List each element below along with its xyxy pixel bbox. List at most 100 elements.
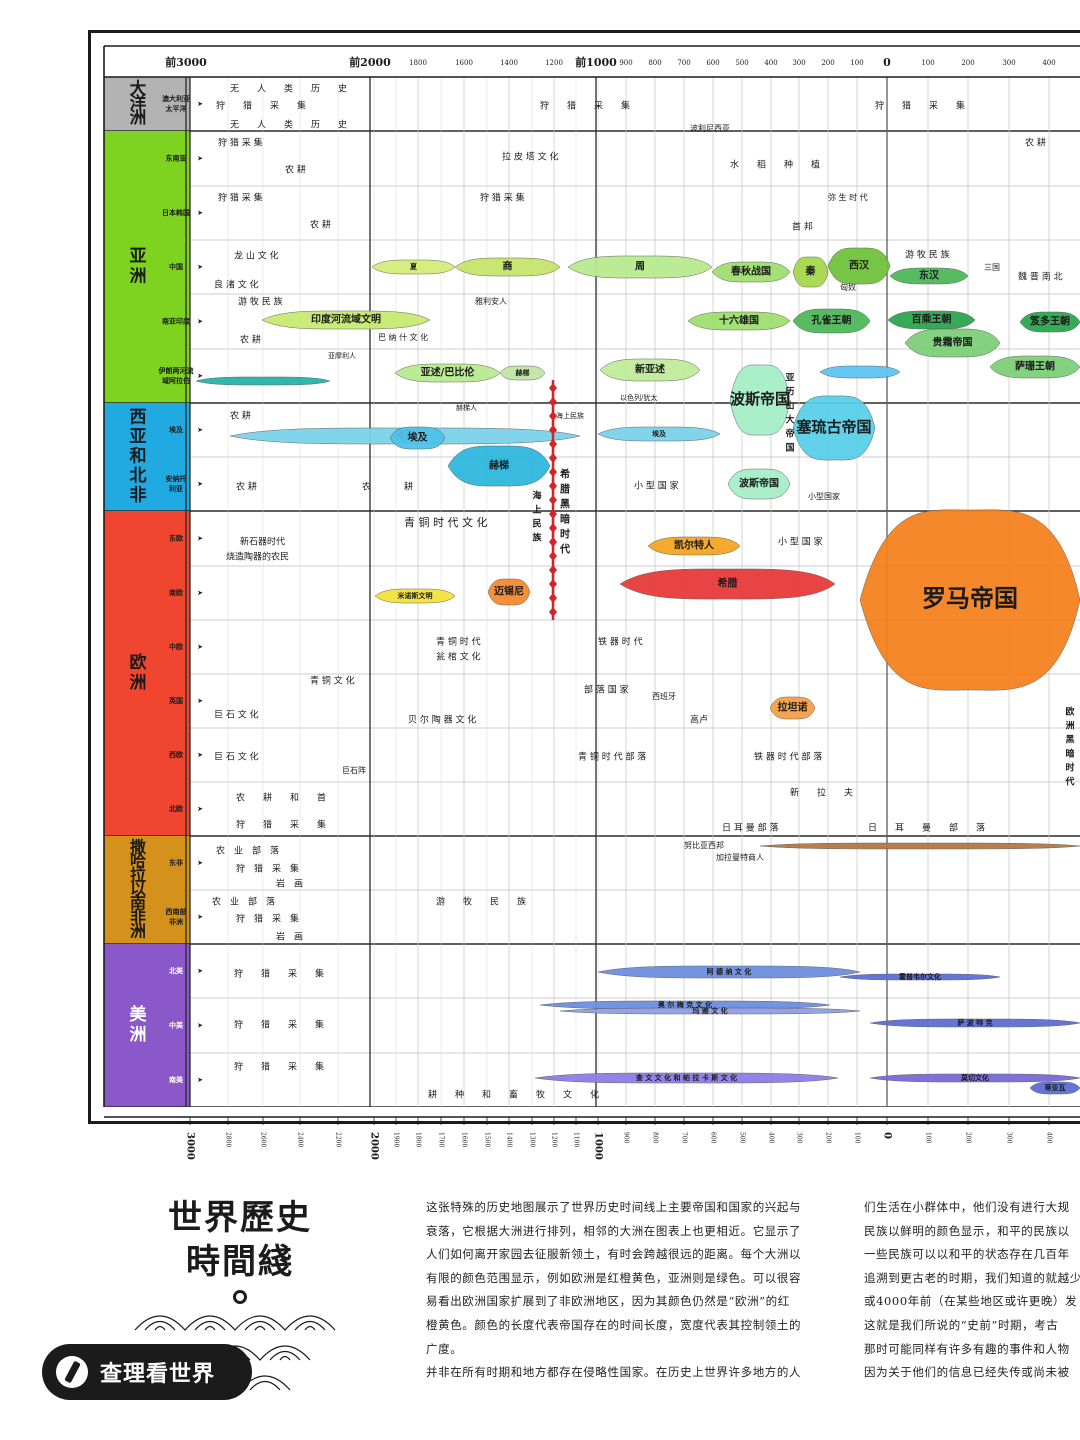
chart-annotation: 游 牧 民 族 bbox=[905, 249, 950, 261]
migration-arrow-icon: ➤ bbox=[197, 372, 203, 380]
continent-band bbox=[104, 77, 190, 131]
top-axis-tick-label: 400 bbox=[1042, 59, 1055, 67]
region-label: 澳大利亚 bbox=[162, 94, 190, 103]
continent-name-char: 洲 bbox=[130, 922, 146, 941]
chart-annotation: 亚摩利人 bbox=[328, 351, 356, 360]
chart-annotation: 岩 画 bbox=[276, 878, 303, 890]
chart-annotation: 农 耕 bbox=[1025, 137, 1046, 149]
polity-guishuang-label: 贵霜帝国 bbox=[933, 336, 973, 349]
top-axis-tick-label: 200 bbox=[961, 59, 974, 67]
migration-arrow-icon: ➤ bbox=[197, 697, 203, 705]
chart-annotation: 弥 生 时 代 bbox=[828, 192, 868, 202]
polity-tiwanaku bbox=[1029, 1081, 1080, 1095]
dark-age-diamond bbox=[549, 411, 557, 421]
dark-age-diamond bbox=[549, 523, 557, 533]
chart-annotation: 三国 bbox=[984, 263, 1000, 272]
chart-annotation: 无 人 类 历 史 bbox=[230, 119, 347, 131]
vertical-annotation-char: 民 bbox=[532, 519, 541, 530]
vertical-annotation-char: 帝 bbox=[785, 428, 794, 440]
desc-line: 那时可能同样有许多有趣的事件和人物 bbox=[864, 1341, 1070, 1356]
polity-neoassyria bbox=[599, 358, 701, 382]
polity-hittite-east-label: 赫梯 bbox=[516, 368, 530, 377]
bottom-axis-tick-label: 1000 bbox=[593, 1132, 604, 1160]
vertical-annotation-char: 时 bbox=[560, 528, 570, 541]
bottom-axis-tick-label: 1900 bbox=[393, 1132, 400, 1147]
continent-band bbox=[104, 511, 190, 836]
polity-chavin-label: 查 文 文 化 和 帕 拉 卡 斯 文 化 bbox=[636, 1073, 737, 1082]
polity-persia2-label: 波斯帝国 bbox=[739, 477, 779, 490]
dark-age-diamond bbox=[549, 537, 557, 547]
region-label: 北欧 bbox=[169, 804, 183, 813]
chart-annotation: 农 耕 bbox=[230, 410, 251, 422]
chart-annotation: 雅利安人 bbox=[475, 296, 507, 306]
top-axis-tick-label: 400 bbox=[764, 59, 777, 67]
continent-name-char: 哈 bbox=[130, 852, 146, 871]
polity-lapita bbox=[769, 696, 816, 720]
continent-name-char: 大 bbox=[130, 78, 147, 98]
top-axis-tick-label: 100 bbox=[921, 59, 934, 67]
polity-shang bbox=[454, 257, 561, 277]
vertical-annotation-char: 时 bbox=[1065, 762, 1074, 774]
polity-seleucid bbox=[792, 395, 876, 461]
continent-band bbox=[104, 836, 190, 944]
polity-baisheng-label: 百乘王朝 bbox=[912, 313, 952, 326]
migration-arrow-icon: ➤ bbox=[197, 155, 203, 163]
desc-line: 橙黄色。颜色的长度代表帝国存在的时间长度，宽度代表其控制领土的 bbox=[426, 1317, 802, 1332]
polity-olmec2 bbox=[559, 1007, 861, 1015]
polity-greece bbox=[619, 568, 836, 600]
polity-celts-label: 凯尔特人 bbox=[674, 539, 715, 552]
top-axis-tick-label: 前2000 bbox=[349, 55, 391, 69]
top-axis-tick-label: 900 bbox=[619, 59, 632, 67]
title-ornament bbox=[233, 1290, 247, 1304]
region-label: 北美 bbox=[169, 966, 184, 975]
polity-qin bbox=[792, 256, 829, 288]
title-line-2: 時間綫 bbox=[186, 1242, 294, 1282]
dark-age-diamond bbox=[549, 397, 557, 407]
polity-hopewell-label: 霍普韦尔文化 bbox=[899, 972, 941, 981]
dark-age-diamond bbox=[549, 425, 557, 435]
chart-annotation: 无 人 类 历 史 bbox=[230, 83, 347, 95]
region-label: 南亚印度 bbox=[162, 317, 191, 326]
polity-shang-label: 商 bbox=[503, 260, 513, 273]
dark-age-diamond bbox=[549, 607, 557, 617]
chart-annotation: 狩 猎 采 集 bbox=[234, 1061, 324, 1073]
polity-persia2 bbox=[727, 468, 791, 500]
top-axis-tick-label: 0 bbox=[883, 56, 891, 69]
continent-name-char: 撒 bbox=[130, 838, 147, 857]
top-axis-tick-label: 前3000 bbox=[165, 55, 207, 69]
vertical-annotation-char: 族 bbox=[532, 532, 542, 544]
greek-dark-age-marker bbox=[549, 380, 557, 620]
chart-annotation: 农 耕 bbox=[285, 164, 306, 176]
dark-age-diamond bbox=[549, 481, 557, 491]
chart-annotation: 狩 猎 采 集 bbox=[236, 819, 326, 831]
continent-name-char: 美 bbox=[130, 1004, 148, 1025]
polity-celts bbox=[647, 536, 741, 556]
migration-arrow-icon: ➤ bbox=[197, 318, 203, 326]
polity-minoan bbox=[374, 588, 456, 604]
dark-age-diamond bbox=[549, 551, 557, 561]
bottom-axis-tick-label: 1500 bbox=[484, 1132, 491, 1147]
dark-age-diamond bbox=[549, 565, 557, 575]
polity-persia bbox=[729, 364, 791, 436]
bottom-axis-tick-label: 700 bbox=[681, 1132, 688, 1144]
top-axis-tick-label: 1600 bbox=[455, 59, 473, 67]
polity-seleucid-label: 塞琉古帝国 bbox=[796, 418, 871, 436]
chart-annotation: 青 铜 文 化 bbox=[310, 675, 355, 687]
vertical-annotation-char: 代 bbox=[1064, 776, 1074, 788]
polity-guishuang bbox=[904, 328, 1001, 358]
chart-annotation: 新石器时代 bbox=[240, 536, 285, 548]
bottom-axis-tick-label: 500 bbox=[739, 1132, 746, 1144]
brand-badge[interactable]: 查理看世界 bbox=[42, 1344, 252, 1400]
bottom-axis-tick-label: 1100 bbox=[573, 1132, 580, 1147]
polity-hittite-east bbox=[499, 365, 546, 381]
poster-title: 世界歷史 時間綫 bbox=[140, 1196, 340, 1304]
polity-babylon-label: 亚述/巴比伦 bbox=[421, 366, 476, 379]
top-axis-tick-label: 200 bbox=[821, 59, 834, 67]
continent-name-char: 非 bbox=[130, 485, 147, 506]
region-label: 埃及 bbox=[169, 425, 184, 434]
chart-annotation: 拉 皮 塔 文 化 bbox=[502, 151, 558, 163]
migration-arrow-icon: ➤ bbox=[197, 1022, 203, 1030]
desc-line: 追溯到更古老的时期，我们知道的就越少 bbox=[864, 1270, 1080, 1285]
bottom-axis-tick-label: 2200 bbox=[335, 1132, 342, 1147]
